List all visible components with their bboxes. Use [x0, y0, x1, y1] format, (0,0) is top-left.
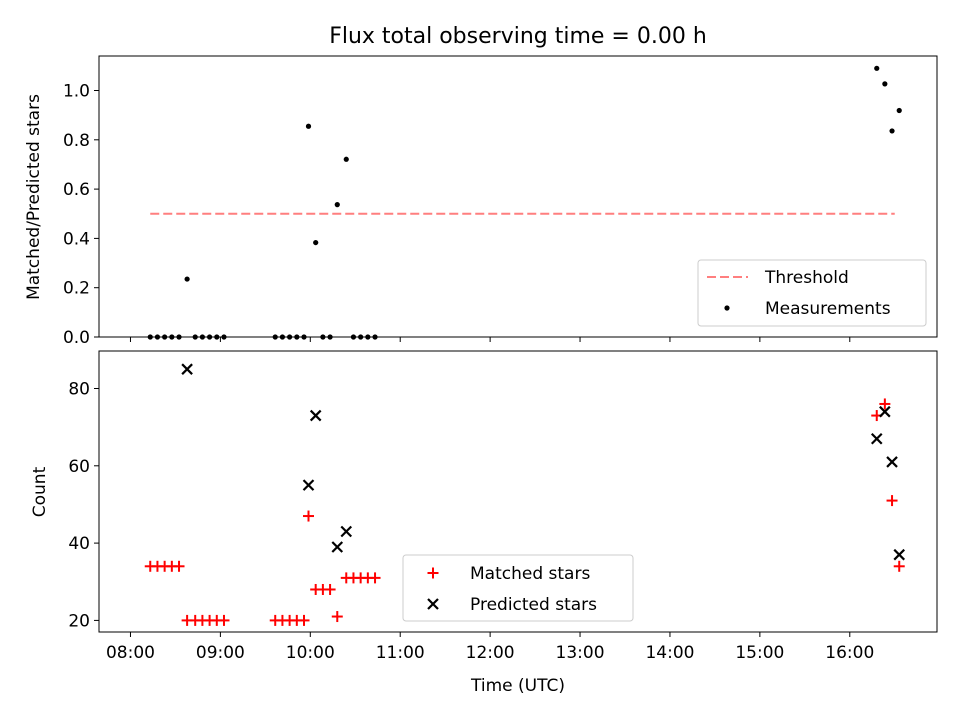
ytick-label: 0.4	[63, 229, 90, 249]
ytick-label: 0.8	[63, 131, 90, 151]
measurement-point	[344, 157, 349, 162]
ytick-label: 0.6	[63, 180, 90, 200]
x-axis-label: Time (UTC)	[470, 676, 565, 696]
xtick-label: 15:00	[735, 643, 784, 663]
chart-title: Flux total observing time = 0.00 h	[329, 24, 707, 49]
legend-measurements-label: Measurements	[765, 299, 891, 319]
measurement-point	[185, 276, 190, 281]
bottom-legend: Matched stars Predicted stars	[403, 555, 633, 621]
ytick-label: 40	[68, 534, 90, 554]
measurement-point	[897, 108, 902, 113]
top-legend: Threshold Measurements	[698, 260, 926, 326]
legend-measurements-swatch	[724, 305, 729, 310]
xtick-label: 09:00	[196, 643, 245, 663]
ytick-label: 60	[68, 457, 90, 477]
legend-matched-label: Matched stars	[470, 564, 590, 584]
legend-predicted-label: Predicted stars	[470, 595, 597, 615]
ytick-label: 80	[68, 379, 90, 399]
ytick-label: 0.2	[63, 279, 90, 299]
chart-figure: Flux total observing time = 0.00 h 0.0 0.…	[0, 0, 960, 720]
xtick-label: 14:00	[645, 643, 694, 663]
bottom-ylabel: Count	[30, 466, 50, 517]
ytick-label: 1.0	[63, 82, 90, 102]
measurement-point	[306, 124, 311, 129]
xtick-label: 10:00	[286, 643, 335, 663]
measurement-point	[335, 202, 340, 207]
xtick-label: 16:00	[825, 643, 874, 663]
ytick-label: 20	[68, 611, 90, 631]
measurement-point	[874, 66, 879, 71]
ytick-label: 0.0	[63, 328, 90, 348]
xtick-label: 13:00	[556, 643, 605, 663]
xtick-label: 08:00	[106, 643, 155, 663]
xtick-label: 11:00	[376, 643, 425, 663]
measurement-point	[313, 240, 318, 245]
xtick-label: 12:00	[466, 643, 515, 663]
legend-threshold-label: Threshold	[764, 268, 849, 288]
measurement-point	[889, 128, 894, 133]
top-ylabel: Matched/Predicted stars	[24, 94, 44, 300]
measurement-point	[882, 81, 887, 86]
